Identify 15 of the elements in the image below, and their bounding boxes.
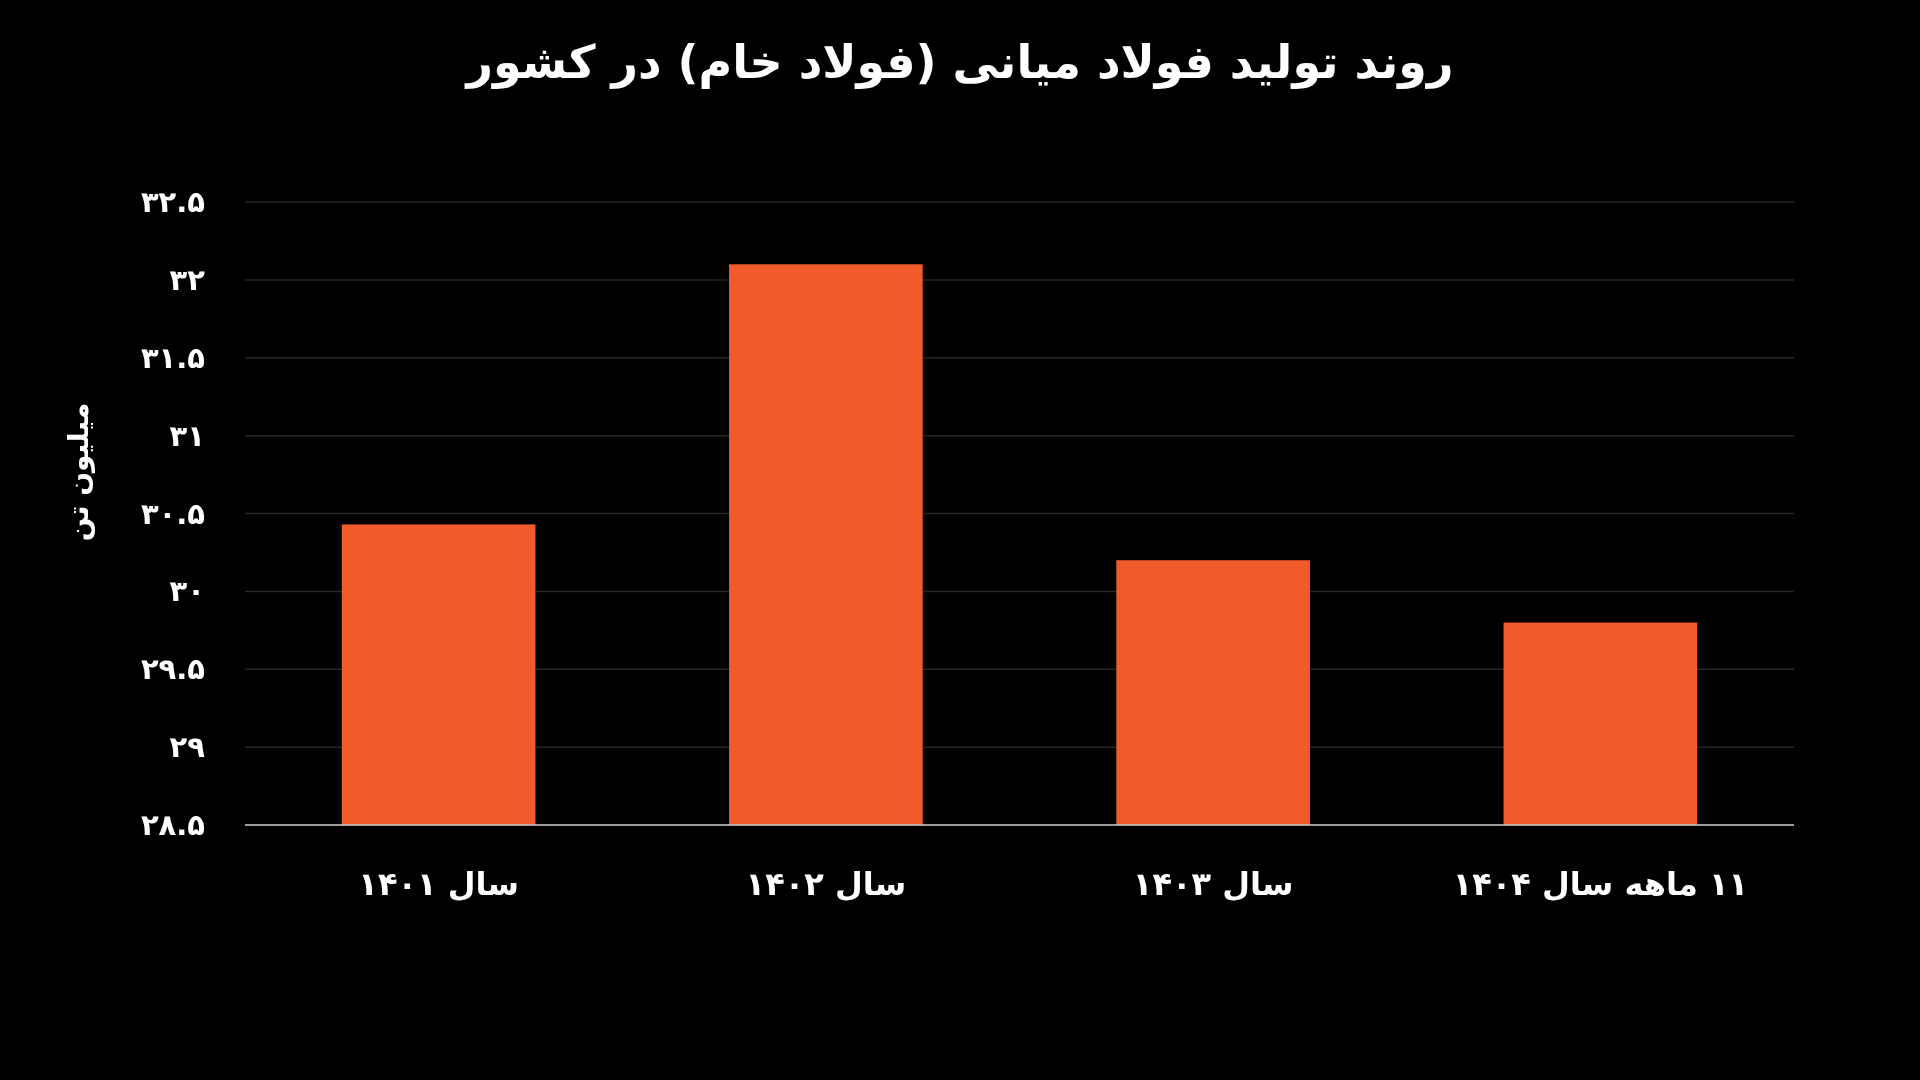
chart-title: روند تولید فولاد میانی (فولاد خام) در کشور (464, 35, 1454, 89)
x-tick-label: سال ۱۴۰۲ (745, 865, 907, 903)
y-tick-label: ۳۱ (169, 418, 205, 453)
y-tick-label: ۳۲.۵ (140, 185, 205, 219)
y-axis-title: میلیون تن (62, 402, 95, 542)
x-tick-label: سال ۱۴۰۳ (1132, 865, 1294, 903)
y-tick-label: ۳۰ (169, 574, 205, 609)
x-tick-label: سال ۱۴۰۱ (358, 865, 519, 903)
x-tick-label: ۱۱ ماهه سال ۱۴۰۴ (1452, 865, 1749, 903)
y-tick-label: ۳۰.۵ (140, 496, 205, 531)
y-tick-label: ۳۲ (169, 262, 206, 297)
y-tick-label: ۲۹.۵ (140, 652, 205, 687)
y-tick-label: ۲۸.۵ (140, 808, 205, 842)
y-tick-label: ۲۹ (169, 730, 206, 765)
y-tick-label: ۳۱.۵ (140, 340, 205, 375)
